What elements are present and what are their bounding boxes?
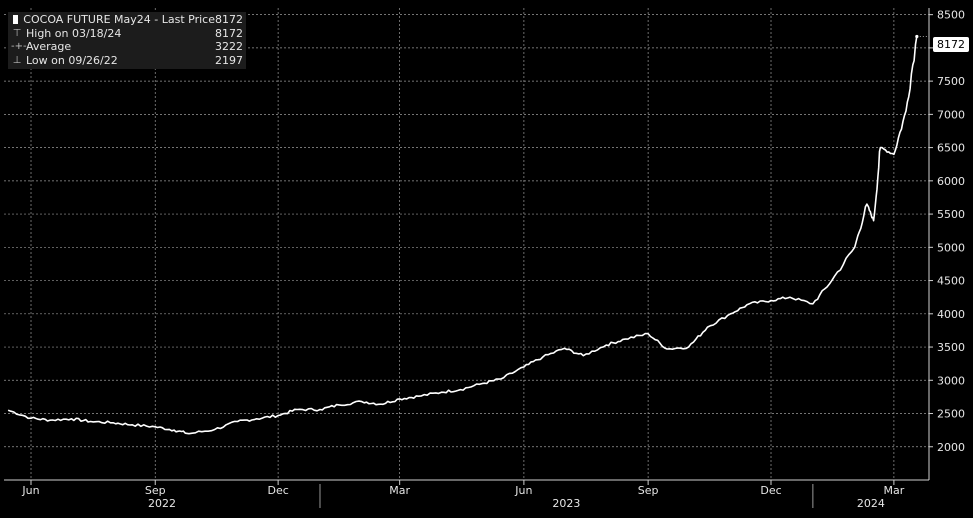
legend-row-average: -+- Average 3222	[11, 40, 243, 54]
low-marker-icon: ⊥	[12, 54, 22, 66]
legend-title-row: COCOA FUTURE May24 - Last Price 8172	[11, 13, 243, 27]
y-tick-label: 4000	[937, 308, 965, 321]
legend-row-high: ⊤ High on 03/18/24 8172	[11, 27, 243, 41]
y-tick-label: 6500	[937, 142, 965, 155]
y-tick-label: 2000	[937, 441, 965, 454]
year-label: 2023	[552, 497, 580, 510]
legend-series-label: COCOA FUTURE May24 - Last Price	[23, 13, 215, 26]
series-color-swatch-icon	[13, 15, 19, 25]
average-marker-icon: -+-	[11, 41, 27, 53]
legend-high-label: High on 03/18/24	[26, 26, 122, 40]
legend-row-low: ⊥ Low on 09/26/22 2197	[11, 54, 243, 68]
last-price-point	[915, 34, 919, 39]
x-tick-label: Dec	[267, 484, 288, 497]
y-tick-label: 5500	[937, 208, 965, 221]
price-series-line	[7, 36, 918, 435]
series-layer	[7, 34, 929, 435]
legend-low-label: Low on 09/26/22	[26, 53, 118, 67]
y-tick-label: 8500	[937, 9, 965, 22]
high-marker-icon: ⊤	[12, 27, 22, 39]
grid-lines	[4, 8, 929, 480]
y-tick-label: 2500	[937, 408, 965, 421]
legend-average-label: Average	[26, 40, 72, 54]
y-tick-label: 4500	[937, 275, 965, 288]
legend-high-value: 8172	[215, 26, 243, 40]
y-tick-label: 3000	[937, 374, 965, 387]
last-price-badge: 8172	[933, 37, 969, 52]
year-label: 2024	[857, 497, 885, 510]
x-tick-label: Sep	[145, 484, 166, 497]
y-tick-label: 6000	[937, 175, 965, 188]
y-tick-label: 7500	[937, 75, 965, 88]
x-tick-label: Mar	[389, 484, 410, 497]
x-tick-label: Jun	[514, 484, 532, 497]
legend-average-value: 3222	[215, 40, 243, 54]
y-tick-label: 5000	[937, 241, 965, 254]
x-tick-label: Jun	[21, 484, 39, 497]
legend-low-value: 2197	[215, 53, 243, 67]
legend-last-price-value: 8172	[215, 13, 243, 26]
y-tick-label: 3500	[937, 341, 965, 354]
x-axis: Jun Sep Dec Mar Jun Sep Dec Mar 2022 2023 2024	[4, 479, 929, 510]
y-tick-label: 7000	[937, 108, 965, 121]
year-label: 2022	[148, 497, 176, 510]
x-tick-label: Sep	[638, 484, 659, 497]
chart-legend: COCOA FUTURE May24 - Last Price 8172 ⊤ H…	[8, 12, 246, 70]
x-tick-label: Dec	[760, 484, 781, 497]
x-tick-label: Mar	[884, 484, 905, 497]
